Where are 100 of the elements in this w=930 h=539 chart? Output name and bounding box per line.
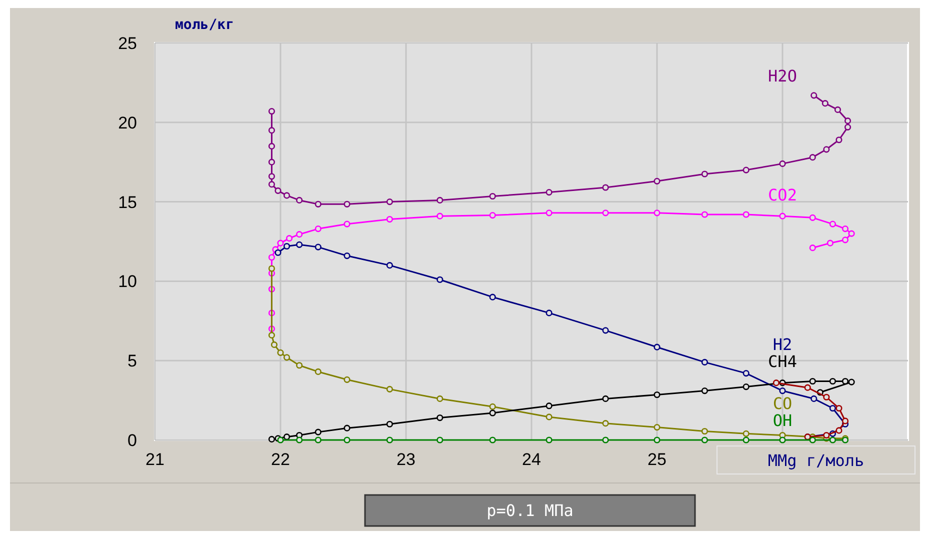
point [344, 220, 350, 228]
y-tick-label: 15 [118, 192, 137, 212]
point [842, 378, 849, 385]
point [344, 252, 350, 260]
point [314, 226, 322, 232]
point [826, 240, 834, 246]
x-tick-label: 22 [271, 450, 290, 469]
point [386, 216, 393, 223]
point [602, 436, 609, 444]
point [268, 254, 276, 261]
point [742, 436, 750, 444]
point [804, 384, 811, 391]
point [283, 192, 290, 199]
point [268, 265, 276, 272]
point [654, 178, 660, 184]
point [654, 436, 660, 444]
point [344, 424, 350, 432]
point [848, 230, 855, 237]
point [489, 436, 496, 444]
point [834, 106, 842, 113]
series-label: CO [772, 394, 792, 413]
point [810, 92, 818, 99]
y-axis-title: моль/кг [175, 17, 234, 33]
point [268, 158, 276, 166]
point [809, 436, 816, 444]
point [436, 395, 444, 402]
point [810, 395, 818, 402]
point [268, 142, 276, 150]
series-label: OH [772, 411, 792, 430]
point [823, 394, 830, 400]
point [286, 235, 293, 242]
point [546, 436, 552, 444]
point [654, 424, 660, 431]
point [829, 404, 836, 412]
point [314, 436, 322, 444]
point [779, 160, 786, 167]
point [436, 276, 444, 283]
point [772, 380, 780, 386]
point [829, 378, 836, 385]
point [489, 212, 496, 219]
point [822, 100, 828, 107]
point [344, 376, 350, 383]
y-tick-label: 25 [118, 34, 137, 53]
point [742, 370, 750, 377]
point [602, 420, 609, 427]
point [842, 418, 849, 424]
point [829, 436, 836, 444]
point [779, 387, 786, 394]
point [436, 414, 444, 422]
point [277, 349, 284, 356]
point [742, 211, 750, 218]
point [546, 210, 552, 216]
point [270, 341, 278, 348]
point [779, 436, 786, 444]
series-label: H2O [768, 66, 797, 86]
point [386, 262, 393, 269]
point [274, 249, 282, 256]
point [268, 332, 276, 338]
point [842, 226, 849, 232]
point [436, 436, 444, 444]
point [546, 414, 552, 420]
point [836, 427, 842, 434]
point [654, 344, 660, 350]
point [268, 181, 276, 188]
point [274, 187, 282, 194]
point [436, 196, 444, 204]
x-tick-label: 23 [396, 450, 416, 469]
point [836, 136, 842, 144]
series-label: CO2 [768, 186, 797, 205]
point [654, 210, 660, 216]
y-tick-label: 20 [118, 113, 137, 132]
point [296, 241, 303, 248]
point [842, 236, 849, 244]
point [742, 166, 750, 174]
point [829, 220, 836, 228]
point [344, 200, 350, 208]
point [701, 170, 708, 178]
point [314, 200, 322, 208]
point [268, 173, 276, 180]
point [546, 402, 552, 410]
point [654, 391, 660, 398]
y-tick-label: 0 [128, 430, 137, 450]
point [283, 434, 290, 440]
point [277, 436, 284, 444]
point [823, 432, 830, 439]
point [809, 378, 816, 385]
point [602, 184, 609, 191]
point [268, 127, 276, 134]
point [386, 386, 393, 392]
point [701, 436, 708, 444]
point [296, 196, 303, 204]
point [489, 294, 496, 300]
point [489, 410, 496, 416]
point [701, 428, 708, 435]
point [268, 108, 276, 115]
y-tick-label: 5 [128, 352, 137, 371]
point [602, 395, 609, 402]
point [296, 436, 303, 444]
point [436, 212, 444, 220]
point [546, 310, 552, 316]
